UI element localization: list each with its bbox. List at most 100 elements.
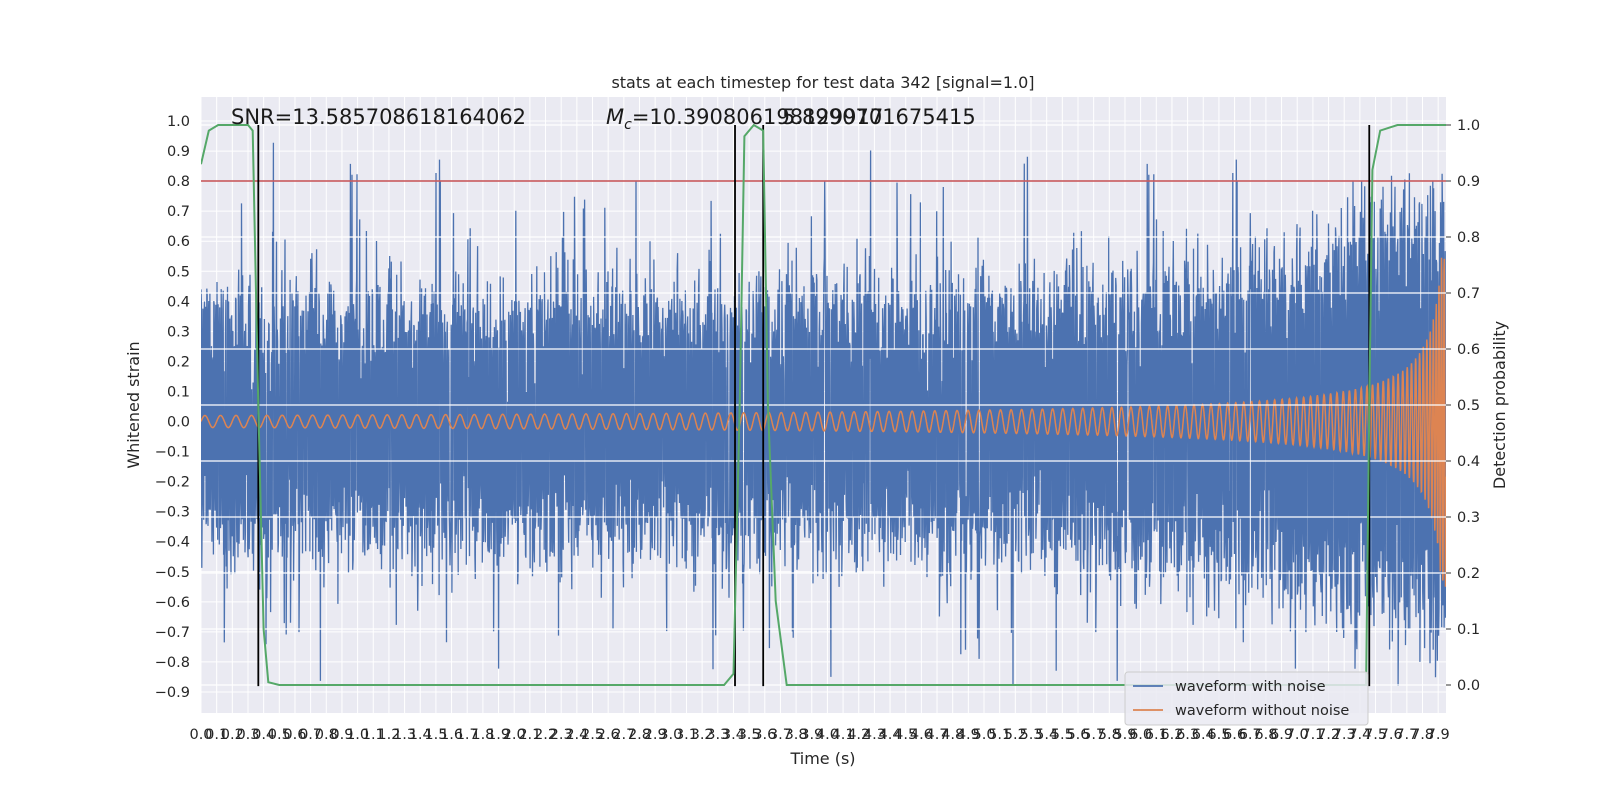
x-tick-label: 3.3 <box>706 727 729 743</box>
noise-line <box>201 142 1446 687</box>
x-tick-label: 2.6 <box>597 727 620 743</box>
x-tick-label: 2.9 <box>644 727 667 743</box>
x-tick-label: 3.2 <box>691 727 714 743</box>
left-y-tick-label: 0.5 <box>167 264 190 280</box>
snr-annotation: SNR=13.585708618164062 <box>231 105 526 129</box>
x-tick-label: 6.2 <box>1160 727 1183 743</box>
x-tick-label: 0.7 <box>299 727 322 743</box>
right-y-tick-labels: 0.0 0.1 0.2 0.3 0.4 0.5 0.6 0.7 0.8 0.9 1.0 <box>1457 118 1480 694</box>
right-y-tick-label: 0.5 <box>1457 398 1480 414</box>
x-tick-label: 5.0 <box>972 727 995 743</box>
chart-title: stats at each timestep for test data 342… <box>611 73 1034 92</box>
x-tick-label: 4.5 <box>894 727 917 743</box>
x-axis-label: Time (s) <box>789 749 855 768</box>
x-tick-label: 0.4 <box>252 727 275 743</box>
left-y-tick-label: −0.6 <box>155 595 190 611</box>
x-tick-label: 7.7 <box>1395 727 1418 743</box>
left-y-tick-label: 0.6 <box>167 234 190 250</box>
x-tick-label: 0.2 <box>221 727 244 743</box>
x-tick-label: 3.5 <box>738 727 761 743</box>
x-tick-label: 6.8 <box>1254 727 1277 743</box>
left-y-tick-label: −0.1 <box>155 445 190 461</box>
left-y-tick-label: 1.0 <box>167 114 190 130</box>
x-tick-label: 7.2 <box>1317 727 1340 743</box>
mc-subscript: c <box>624 117 632 133</box>
x-tick-label: 1.4 <box>409 727 432 743</box>
x-tick-label: 5.1 <box>988 727 1011 743</box>
left-y-tick-label: −0.5 <box>155 565 190 581</box>
right-y-tick-label: 0.4 <box>1457 454 1480 470</box>
x-tick-label: 7.0 <box>1286 727 1309 743</box>
x-tick-label: 6.7 <box>1239 727 1262 743</box>
left-y-tick-label: −0.3 <box>155 505 190 521</box>
x-tick-label: 0.3 <box>236 727 259 743</box>
x-tick-label: 6.3 <box>1176 727 1199 743</box>
series-waveform-without-noise <box>201 257 1446 587</box>
right-y-tick-label: 0.7 <box>1457 286 1480 302</box>
x-tick-label: 4.9 <box>957 727 980 743</box>
x-tick-label: 2.0 <box>503 727 526 743</box>
x-tick-label: 5.5 <box>1051 727 1074 743</box>
x-tick-label: 7.5 <box>1364 727 1387 743</box>
mc-annotation: Mc=10.390806198129917 <box>606 105 883 133</box>
x-tick-label: 0.1 <box>205 727 228 743</box>
left-y-tick-label: −0.8 <box>155 655 190 671</box>
x-tick-label: 0.8 <box>315 727 338 743</box>
x-tick-label: 1.8 <box>471 727 494 743</box>
legend-label-clean: waveform without noise <box>1175 703 1349 719</box>
x-tick-label: 1.0 <box>346 727 369 743</box>
x-tick-label: 0.6 <box>283 727 306 743</box>
x-tick-label: 0.5 <box>268 727 291 743</box>
x-tick-label: 2.4 <box>565 727 588 743</box>
left-y-tick-label: 0.4 <box>167 294 190 310</box>
x-tick-label: 6.9 <box>1270 727 1293 743</box>
x-tick-label: 4.0 <box>816 727 839 743</box>
x-tick-label: 1.1 <box>362 727 385 743</box>
x-tick-label: 6.5 <box>1207 727 1230 743</box>
x-tick-label: 3.6 <box>753 727 776 743</box>
x-tick-label: 4.1 <box>832 727 855 743</box>
x-tick-label: 4.4 <box>879 727 902 743</box>
x-tick-label: 4.3 <box>863 727 886 743</box>
x-tick-label: 4.7 <box>926 727 949 743</box>
x-tick-label: 3.8 <box>785 727 808 743</box>
left-y-tick-label: 0.7 <box>167 204 190 220</box>
legend: waveform with noise waveform without noi… <box>1124 671 1369 726</box>
x-tick-label: 6.1 <box>1145 727 1168 743</box>
x-tick-label: 6.6 <box>1223 727 1246 743</box>
x-tick-label: 6.4 <box>1192 727 1215 743</box>
x-tick-label: 4.8 <box>941 727 964 743</box>
x-tick-labels: 0.00.10.20.30.40.50.60.70.80.91.01.11.21… <box>189 727 1449 743</box>
x-tick-label: 7.6 <box>1380 727 1403 743</box>
right-y-tick-label: 0.8 <box>1457 230 1480 246</box>
right-y-tick-label: 0.2 <box>1457 566 1480 582</box>
x-tick-label: 0.0 <box>189 727 212 743</box>
x-tick-label: 2.3 <box>550 727 573 743</box>
x-tick-label: 2.1 <box>518 727 541 743</box>
left-y-tick-label: 0.0 <box>167 415 190 431</box>
x-tick-label: 1.7 <box>456 727 479 743</box>
x-tick-label: 1.5 <box>424 727 447 743</box>
left-y-tick-label: −0.4 <box>155 535 190 551</box>
x-tick-label: 1.6 <box>440 727 463 743</box>
x-tick-label: 0.9 <box>330 727 353 743</box>
x-tick-label: 7.3 <box>1333 727 1356 743</box>
left-y-tick-labels: −0.9 −0.8 −0.7 −0.6 −0.5 −0.4 −0.3 −0.2 −0.1 0.0 0… <box>155 114 190 701</box>
x-tick-label: 4.6 <box>910 727 933 743</box>
left-y-tick-label: 0.1 <box>167 384 190 400</box>
x-tick-label: 1.3 <box>393 727 416 743</box>
mc-value: =10.390806198129917 <box>632 105 883 129</box>
x-tick-label: 3.4 <box>722 727 745 743</box>
right-y-tick-label: 0.9 <box>1457 174 1480 190</box>
x-tick-label: 5.7 <box>1082 727 1105 743</box>
x-tick-label: 7.1 <box>1301 727 1324 743</box>
x-tick-label: 5.2 <box>1004 727 1027 743</box>
clean-line <box>201 257 1446 587</box>
left-y-tick-label: −0.7 <box>155 625 190 641</box>
x-tick-label: 1.9 <box>487 727 510 743</box>
legend-label-noise: waveform with noise <box>1175 679 1326 695</box>
x-tick-label: 3.0 <box>659 727 682 743</box>
mc-symbol: M <box>606 105 624 129</box>
right-y-tick-label: 0.6 <box>1457 342 1480 358</box>
